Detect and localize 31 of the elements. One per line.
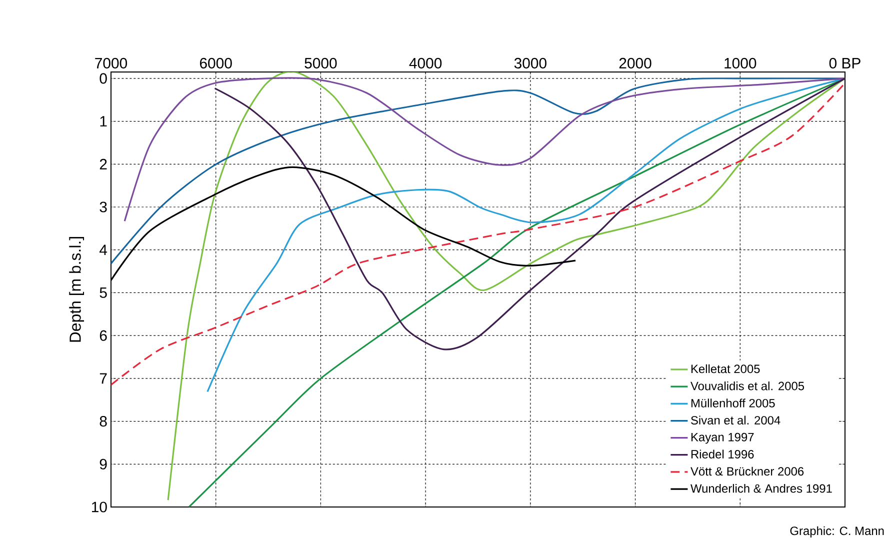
- y-tick-label: 0: [100, 73, 107, 84]
- y-axis-title: Depth [m b.s.l.]: [69, 237, 84, 342]
- line-series: [124, 77, 845, 222]
- y-tick-label: 1: [100, 116, 107, 126]
- legend-label: Kelletat 2005: [691, 364, 760, 374]
- x-tick-label: 4000: [409, 58, 442, 68]
- line-series: [110, 78, 845, 264]
- y-tick-label: 3: [100, 202, 107, 212]
- y-tick-label: 4: [100, 244, 108, 255]
- y-tick-label: 5: [100, 288, 107, 298]
- legend-label: Riedel 1996: [691, 450, 754, 458]
- y-tick-label: 2: [100, 158, 107, 170]
- legend-label: Vouvalidis et al. 2005: [690, 381, 804, 390]
- y-tick-label: 8: [100, 416, 107, 427]
- x-tick-label: 2000: [619, 58, 652, 68]
- x-tick-label: 6000: [200, 58, 232, 68]
- x-tick-label: 1000: [724, 58, 756, 68]
- x-tick-label: 7000: [95, 58, 128, 68]
- y-tick-label: 7: [100, 373, 107, 384]
- y-tick-label: 6: [100, 330, 107, 341]
- legend-label: Vött & Brückner 2006: [690, 466, 804, 476]
- x-tick-label: 3000: [514, 58, 546, 68]
- legend-label: Sivan et al. 2004: [691, 416, 780, 425]
- text: Graphic: C. Mann: [790, 526, 884, 538]
- legend-label: Kayan 1997: [691, 432, 754, 444]
- x-tick-label: 0 BP: [829, 58, 860, 68]
- legend-label: Wunderlich & Andres 1991: [690, 484, 832, 493]
- legend-label: Müllenhoff 2005: [691, 398, 775, 408]
- y-tick-label: 10: [92, 502, 107, 512]
- x-tick-label: 5000: [304, 58, 337, 68]
- y-tick-label: 9: [100, 458, 107, 470]
